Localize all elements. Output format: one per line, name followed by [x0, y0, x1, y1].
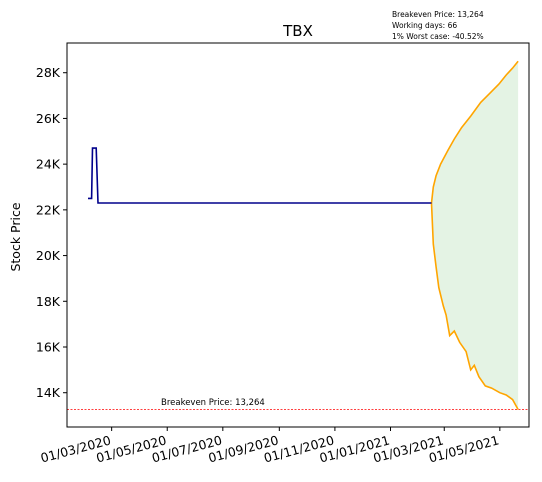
chart-title: TBX	[282, 22, 313, 40]
history-line	[88, 147, 432, 204]
plot-frame	[66, 42, 530, 428]
breakeven-label: Breakeven Price: 13,264	[161, 398, 265, 408]
projection-lower-line	[430, 202, 519, 410]
info-breakeven: Breakeven Price: 13,264	[392, 10, 484, 19]
y-tick-label: 18K	[36, 294, 61, 309]
y-tick-label: 28K	[36, 65, 61, 80]
info-worst-case: 1% Worst case: -40.52%	[392, 32, 484, 41]
axis-ticks: 14K16K18K20K22K24K26K28K01/03/202001/05/…	[36, 65, 501, 465]
y-tick-label: 20K	[36, 248, 61, 263]
info-working-days: Working days: 66	[392, 21, 457, 30]
y-axis-label: Stock Price	[8, 202, 23, 271]
plot-marks	[67, 60, 529, 410]
projection-upper-line	[430, 60, 519, 204]
y-tick-label: 22K	[36, 202, 61, 217]
y-tick-label: 24K	[36, 157, 61, 172]
y-tick-label: 14K	[36, 385, 61, 400]
y-tick-label: 16K	[36, 340, 61, 355]
projection-band	[431, 61, 519, 410]
y-tick-label: 26K	[36, 111, 61, 126]
